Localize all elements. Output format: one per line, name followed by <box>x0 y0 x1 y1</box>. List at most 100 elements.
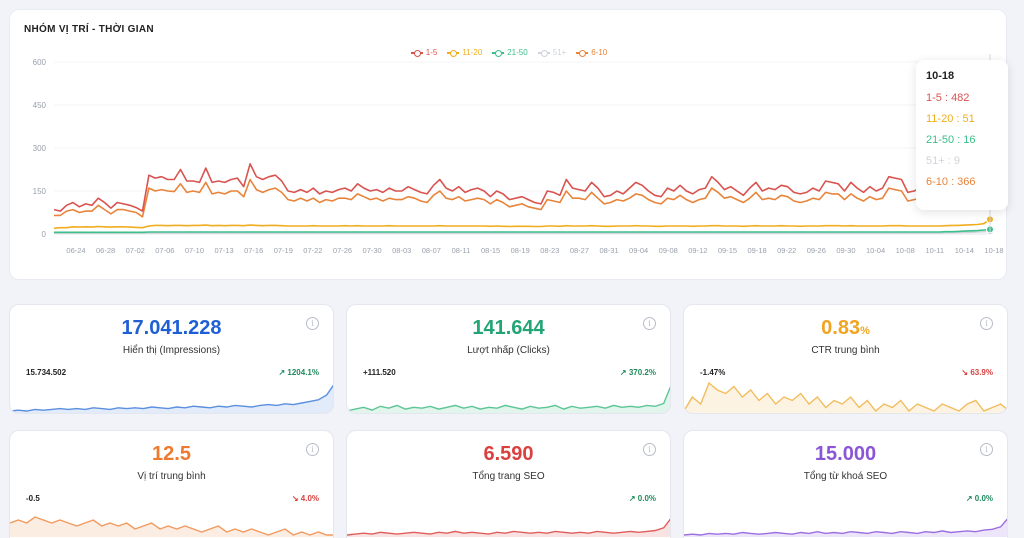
legend-label: 21-50 <box>507 48 528 57</box>
x-tick-label: 10-04 <box>866 246 885 255</box>
x-tick-label: 08-07 <box>422 246 441 255</box>
metric-change-value: 4.0% <box>300 494 319 503</box>
info-icon[interactable]: i <box>980 317 993 330</box>
x-tick-label: 09-30 <box>836 246 855 255</box>
x-tick-label: 10-11 <box>925 246 944 255</box>
metric-label: CTR trung bình <box>811 345 880 356</box>
metric-number: 6.590 <box>483 443 534 465</box>
y-tick-label: 450 <box>33 101 47 110</box>
metric-card-ctr: 0.83% CTR trung bình i -1.47% ↘ 63.9% <box>683 304 1008 414</box>
trend-up-icon: ↗ <box>619 368 627 377</box>
metric-value: 6.590 <box>347 443 670 466</box>
metric-change: ↗ 0.0% <box>629 494 656 503</box>
x-tick-label: 09-22 <box>777 246 796 255</box>
metric-change-value: 1204.1% <box>287 368 319 377</box>
x-tick-label: 08-03 <box>392 246 411 255</box>
sparkline-line <box>10 516 333 536</box>
x-tick-label: 06-28 <box>96 246 115 255</box>
trend-up-icon: ↗ <box>278 368 286 377</box>
info-icon[interactable]: i <box>980 443 993 456</box>
sparkline-line <box>684 381 1007 413</box>
x-tick-label: 07-16 <box>244 246 263 255</box>
metric-card-avg-position: 12.5 Vị trí trung bình i -0.5 ↘ 4.0% <box>9 430 334 538</box>
metric-number: 12.5 <box>152 443 191 465</box>
sparkline-area <box>347 387 670 413</box>
trend-up-icon: ↗ <box>628 494 636 503</box>
info-icon[interactable]: i <box>643 443 656 456</box>
sparkline-line <box>347 386 670 412</box>
x-tick-label: 09-04 <box>629 246 648 255</box>
info-icon[interactable]: i <box>306 317 319 330</box>
legend-label: 6-10 <box>591 48 608 57</box>
metric-base-value: 15.734.502 <box>26 368 67 377</box>
metric-base-value: +111.520 <box>363 368 396 377</box>
metric-label: Vị trí trung bình <box>137 471 206 482</box>
info-icon[interactable]: i <box>306 443 319 456</box>
legend-swatch <box>447 49 460 57</box>
legend-label: 1-5 <box>425 48 438 57</box>
sparkline-line <box>10 384 333 412</box>
metric-change-value: 0.0% <box>637 494 656 503</box>
sparkline-line <box>684 518 1007 536</box>
sparkline-area <box>684 519 1007 537</box>
info-icon[interactable]: i <box>643 317 656 330</box>
chart-title: NHÓM VỊ TRÍ - THỜI GIAN <box>24 24 154 35</box>
sparkline-area <box>347 519 670 537</box>
series-line-1-5 <box>53 95 991 212</box>
x-tick-label: 07-22 <box>303 246 322 255</box>
series-line-11-20 <box>53 218 991 230</box>
position-time-chart-card: 0 150 300 450 600 06-24 06-28 07-02 07-06 07-10 07… <box>9 9 1008 280</box>
x-tick-label: 08-11 <box>452 246 471 255</box>
x-tick-label: 09-18 <box>748 246 767 255</box>
metric-change-value: 370.2% <box>628 368 656 377</box>
metric-card-seo-pages: 6.590 Tổng trang SEO i ↗ 0.0% <box>346 430 671 538</box>
metric-change: ↗ 0.0% <box>966 494 993 503</box>
metric-value: 17.041.228 <box>10 317 333 340</box>
metric-value: 0.83% <box>684 317 1007 340</box>
x-tick-label: 08-19 <box>511 246 530 255</box>
metric-base-value: -0.5 <box>26 494 40 503</box>
series-line-6-10 <box>54 129 991 218</box>
x-tick-label: 08-15 <box>481 246 500 255</box>
metric-label: Tổng từ khoá SEO <box>803 471 888 482</box>
ctr-sparkline <box>684 381 1007 413</box>
legend-item-6-10[interactable]: 6-10 <box>576 48 607 57</box>
legend-item-11-20[interactable]: 11-20 <box>447 48 482 57</box>
metric-change: ↘ 63.9% <box>961 368 993 377</box>
metric-change-value: 63.9% <box>970 368 993 377</box>
metric-number: 17.041.228 <box>121 317 222 339</box>
legend-swatch <box>576 49 589 57</box>
metric-card-impressions: 17.041.228 Hiển thị (Impressions) i 15.7… <box>9 304 334 414</box>
legend-item-1-5[interactable]: 1-5 <box>410 48 438 57</box>
y-tick-label: 0 <box>42 230 47 239</box>
y-tick-label: 150 <box>33 187 47 196</box>
x-tick-label: 09-15 <box>718 246 737 255</box>
legend-label: 11-20 <box>462 48 483 57</box>
x-tick-label: 08-27 <box>570 246 589 255</box>
chart-legend: 1-5 11-20 21-50 51+ 6-10 <box>10 48 1008 57</box>
legend-item-51plus[interactable]: 51+ <box>537 48 567 57</box>
x-tick-label: 07-19 <box>274 246 293 255</box>
legend-item-21-50[interactable]: 21-50 <box>492 48 528 57</box>
tooltip-row-51plus: 51+ : 9 <box>926 155 960 167</box>
metric-change: ↗ 1204.1% <box>278 368 319 377</box>
tooltip-row-1-5: 1-5 : 482 <box>926 92 970 104</box>
metric-number: 15.000 <box>814 443 877 465</box>
series-line-51plus <box>54 230 991 234</box>
tooltip-row-21-50: 21-50 : 16 <box>926 134 976 146</box>
sparkline-area <box>684 383 1007 413</box>
position-time-chart: 0 150 300 450 600 06-24 06-28 07-02 07-06 07-10 07… <box>33 54 1004 255</box>
y-tick-label: 300 <box>33 144 47 153</box>
metric-number: 0.83 <box>821 317 861 339</box>
legend-swatch <box>537 49 550 57</box>
x-tick-label: 10-14 <box>955 246 974 255</box>
trend-up-icon: ↗ <box>965 494 973 503</box>
metric-value: 141.644 <box>347 317 670 340</box>
metric-label: Tổng trang SEO <box>472 471 545 482</box>
impressions-sparkline <box>10 384 333 413</box>
legend-label: 51+ <box>552 48 567 57</box>
avg-position-sparkline <box>10 516 333 537</box>
metric-change: ↘ 4.0% <box>292 494 319 503</box>
x-tick-label: 10-08 <box>896 246 915 255</box>
trend-down-icon: ↘ <box>961 368 969 377</box>
